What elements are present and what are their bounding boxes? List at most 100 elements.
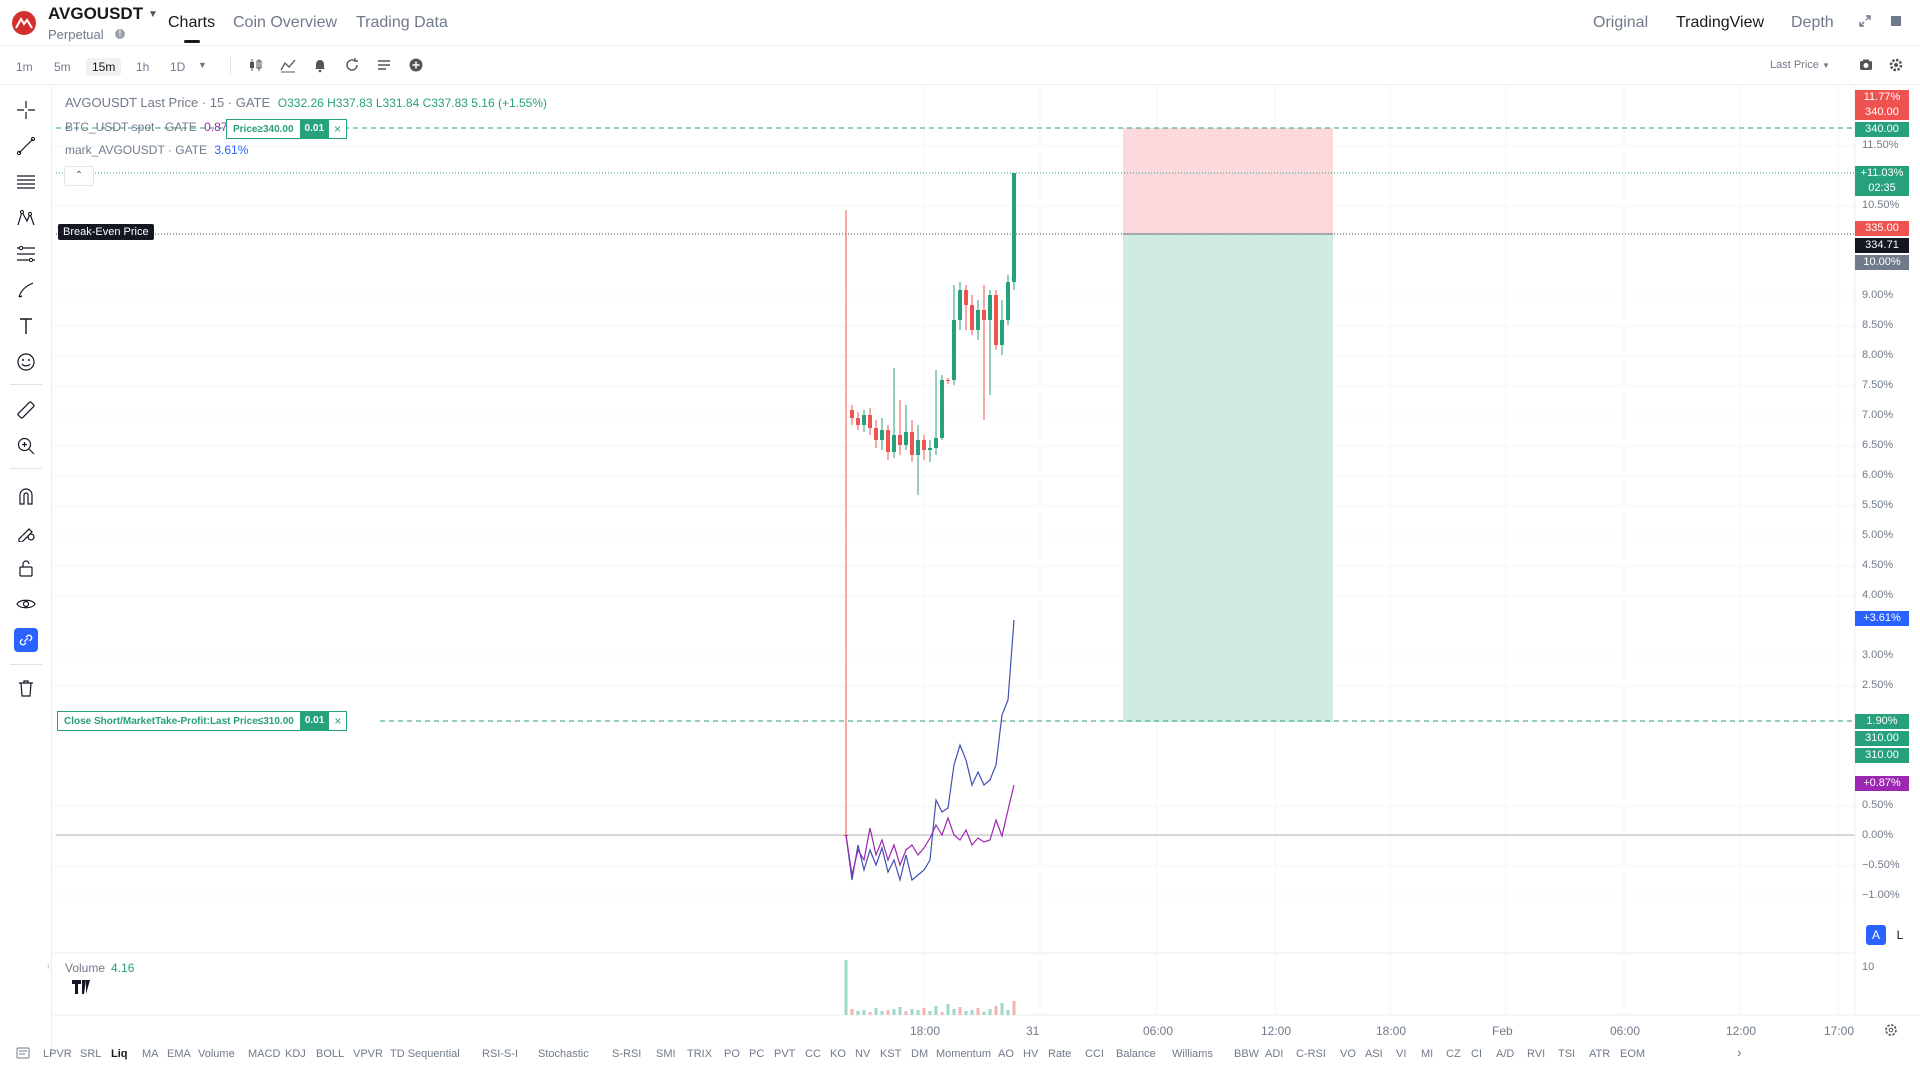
indicator-kst[interactable]: KST <box>880 1048 902 1060</box>
indicator-menu-icon[interactable] <box>16 1046 30 1065</box>
ruler-icon[interactable] <box>14 398 38 422</box>
crosshair-icon[interactable] <box>14 98 38 122</box>
indicator-ci[interactable]: CI <box>1471 1048 1482 1060</box>
fullscreen-icon[interactable] <box>1889 14 1905 30</box>
indicator-lpvr[interactable]: LPVR <box>43 1048 72 1060</box>
symbol-name[interactable]: AVGOUSDT <box>48 4 144 23</box>
take-profit-order-tag[interactable]: Close Short/MarketTake-Profit:Last Price… <box>57 711 348 731</box>
log-scale-button[interactable]: L <box>1896 928 1904 942</box>
eye-visibility-icon[interactable] <box>14 592 38 616</box>
time-axis-settings-icon[interactable] <box>1883 1022 1899 1043</box>
indicator-atr[interactable]: ATR <box>1589 1048 1611 1060</box>
indicator-volume[interactable]: Volume <box>198 1048 235 1060</box>
magnet-icon[interactable] <box>14 484 38 508</box>
indicator-rate[interactable]: Rate <box>1048 1048 1072 1060</box>
close-icon[interactable]: × <box>334 122 342 136</box>
view-tradingview[interactable]: TradingView <box>1676 14 1765 31</box>
collapse-legend-button[interactable]: ⌃ <box>64 166 94 186</box>
brush-icon[interactable] <box>14 278 38 302</box>
tab-trading-data[interactable]: Trading Data <box>356 14 448 31</box>
indicator-c-rsi[interactable]: C-RSI <box>1296 1048 1326 1060</box>
timeframe-dropdown-icon[interactable]: ▼ <box>198 60 207 70</box>
indicator-kdj[interactable]: KDJ <box>285 1048 306 1060</box>
indicator-ao[interactable]: AO <box>998 1048 1014 1060</box>
indicator-ma[interactable]: MA <box>142 1048 159 1060</box>
text-tool-icon[interactable] <box>14 314 38 338</box>
indicator-boll[interactable]: BOLL <box>316 1048 345 1060</box>
indicator-pc[interactable]: PC <box>749 1048 765 1060</box>
indicator-adi[interactable]: ADI <box>1265 1048 1284 1060</box>
timeframe-1m[interactable]: 1m <box>16 60 33 74</box>
pattern-icon[interactable] <box>14 206 38 230</box>
timeframe-1h[interactable]: 1h <box>136 60 150 74</box>
price-axis-label: 7.50% <box>1862 379 1894 391</box>
trend-line-icon[interactable] <box>14 134 38 158</box>
indicator-hv[interactable]: HV <box>1023 1048 1039 1060</box>
indicator-bbw[interactable]: BBW <box>1234 1048 1260 1060</box>
indicator-pvt[interactable]: PVT <box>774 1048 796 1060</box>
indicator-ema[interactable]: EMA <box>167 1048 191 1060</box>
unlock-icon[interactable] <box>14 556 38 580</box>
indicator-mi[interactable]: MI <box>1421 1048 1434 1060</box>
indicator-vpvr[interactable]: VPVR <box>353 1048 383 1060</box>
indicator-rsi-s-i[interactable]: RSI-S-I <box>482 1048 519 1060</box>
horizontal-lines-icon[interactable] <box>14 170 38 194</box>
indicator-td-sequential[interactable]: TD Sequential <box>390 1048 460 1060</box>
indicator-asi[interactable]: ASI <box>1365 1048 1383 1060</box>
sync-link-icon[interactable] <box>14 628 38 652</box>
info-icon[interactable]: ! <box>115 29 125 39</box>
indicator-s-rsi[interactable]: S-RSI <box>612 1048 642 1060</box>
auto-scale-button[interactable]: A <box>1866 925 1886 945</box>
indicator-cc[interactable]: CC <box>805 1048 821 1060</box>
template-icon[interactable] <box>376 57 392 73</box>
indicator-nv[interactable]: NV <box>855 1048 871 1060</box>
candle-type-icon[interactable] <box>248 57 264 73</box>
indicator-vo[interactable]: VO <box>1340 1048 1356 1060</box>
trash-icon[interactable] <box>14 676 38 700</box>
chevron-right-icon[interactable]: › <box>1737 1044 1742 1060</box>
settings-gear-icon[interactable] <box>1888 57 1904 73</box>
indicator-ko[interactable]: KO <box>830 1048 846 1060</box>
indicator-a-d[interactable]: A/D <box>1496 1048 1515 1060</box>
expand-icon[interactable] <box>1858 14 1874 30</box>
indicator-balance[interactable]: Balance <box>1116 1048 1156 1060</box>
price-type-select[interactable]: Last Price ▼ <box>1770 59 1830 71</box>
lock-drawing-icon[interactable] <box>14 520 38 544</box>
zoom-in-icon[interactable] <box>14 434 38 458</box>
indicator-stochastic[interactable]: Stochastic <box>538 1048 589 1060</box>
indicator-smi[interactable]: SMI <box>656 1048 676 1060</box>
camera-icon[interactable] <box>1858 57 1874 73</box>
collapse-pane-icon[interactable]: ‹ <box>47 961 51 972</box>
fib-tools-icon[interactable] <box>14 242 38 266</box>
emoji-icon[interactable] <box>14 350 38 374</box>
indicator-williams[interactable]: Williams <box>1172 1048 1213 1060</box>
timeframe-15m[interactable]: 15m <box>86 58 122 76</box>
indicator-dm[interactable]: DM <box>911 1048 929 1060</box>
take-profit-order-price-tag: 310.00 <box>1855 748 1909 763</box>
indicators-icon[interactable] <box>280 57 296 73</box>
indicator-cci[interactable]: CCI <box>1085 1048 1104 1060</box>
stop-loss-order-tag[interactable]: Price≥340.00 0.01 × <box>226 119 348 139</box>
indicator-srl[interactable]: SRL <box>80 1048 102 1060</box>
indicator-macd[interactable]: MACD <box>248 1048 281 1060</box>
indicator-liq[interactable]: Liq <box>111 1048 128 1060</box>
close-icon[interactable]: × <box>334 714 342 728</box>
add-compare-icon[interactable] <box>408 57 424 73</box>
view-depth[interactable]: Depth <box>1791 14 1834 31</box>
timeframe-1d[interactable]: 1D <box>170 60 186 74</box>
symbol-dropdown-icon[interactable]: ▼ <box>148 9 158 20</box>
tab-coin-overview[interactable]: Coin Overview <box>233 14 338 31</box>
timeframe-5m[interactable]: 5m <box>54 60 71 74</box>
alert-icon[interactable] <box>312 57 328 73</box>
indicator-cz[interactable]: CZ <box>1446 1048 1461 1060</box>
indicator-eom[interactable]: EOM <box>1620 1048 1646 1060</box>
indicator-trix[interactable]: TRIX <box>687 1048 713 1060</box>
indicator-momentum[interactable]: Momentum <box>936 1048 992 1060</box>
indicator-tsi[interactable]: TSI <box>1558 1048 1576 1060</box>
view-original[interactable]: Original <box>1593 14 1649 31</box>
indicator-rvi[interactable]: RVI <box>1527 1048 1546 1060</box>
indicator-po[interactable]: PO <box>724 1048 740 1060</box>
indicator-vi[interactable]: VI <box>1396 1048 1407 1060</box>
replay-icon[interactable] <box>344 57 360 73</box>
tab-charts[interactable]: Charts <box>168 14 216 31</box>
